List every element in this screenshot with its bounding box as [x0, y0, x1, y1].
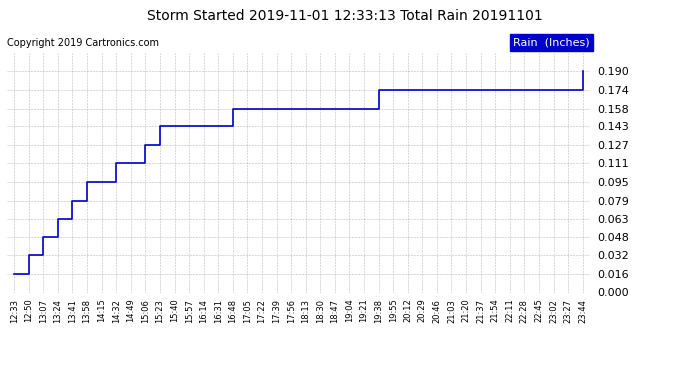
Text: Storm Started 2019-11-01 12:33:13 Total Rain 20191101: Storm Started 2019-11-01 12:33:13 Total … [147, 9, 543, 23]
Text: Rain  (Inches): Rain (Inches) [513, 38, 590, 48]
Text: Copyright 2019 Cartronics.com: Copyright 2019 Cartronics.com [7, 38, 159, 48]
